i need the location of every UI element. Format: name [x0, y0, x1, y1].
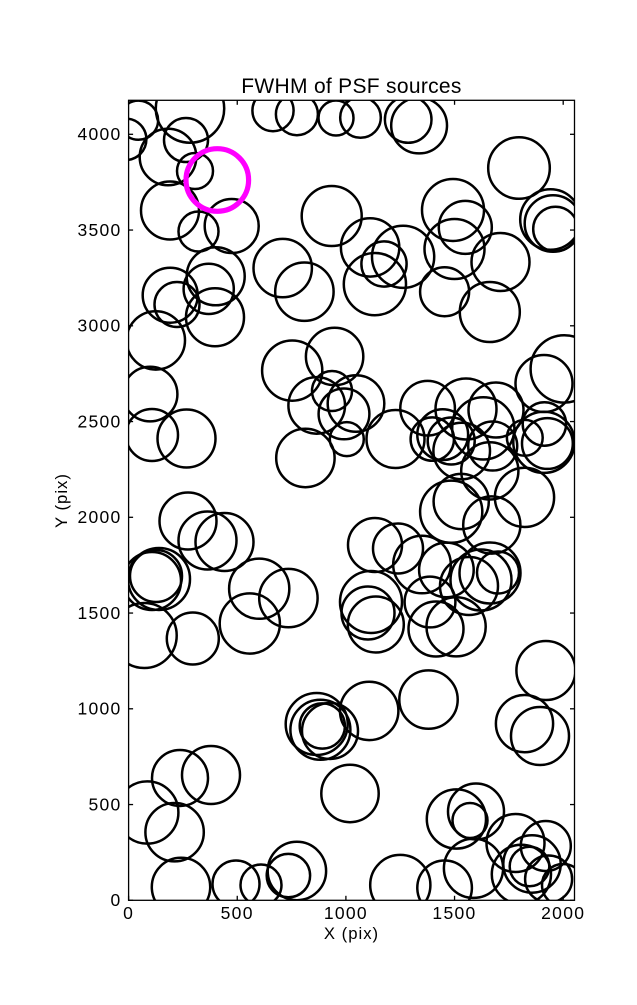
- svg-text:1000: 1000: [324, 903, 368, 923]
- svg-text:0: 0: [123, 903, 134, 923]
- svg-text:4000: 4000: [77, 124, 121, 144]
- svg-text:3500: 3500: [77, 220, 121, 240]
- svg-text:X (pix): X (pix): [324, 924, 379, 943]
- svg-text:3000: 3000: [77, 316, 121, 336]
- svg-text:Y (pix): Y (pix): [52, 473, 71, 528]
- svg-text:1500: 1500: [432, 903, 476, 923]
- svg-text:500: 500: [88, 794, 121, 814]
- svg-text:1000: 1000: [77, 699, 121, 719]
- svg-text:2500: 2500: [77, 411, 121, 431]
- svg-text:2000: 2000: [541, 903, 585, 923]
- svg-text:1500: 1500: [77, 603, 121, 623]
- svg-text:FWHM of PSF sources: FWHM of PSF sources: [241, 75, 461, 98]
- svg-text:500: 500: [221, 903, 254, 923]
- svg-text:0: 0: [111, 890, 122, 910]
- svg-text:2000: 2000: [77, 507, 121, 527]
